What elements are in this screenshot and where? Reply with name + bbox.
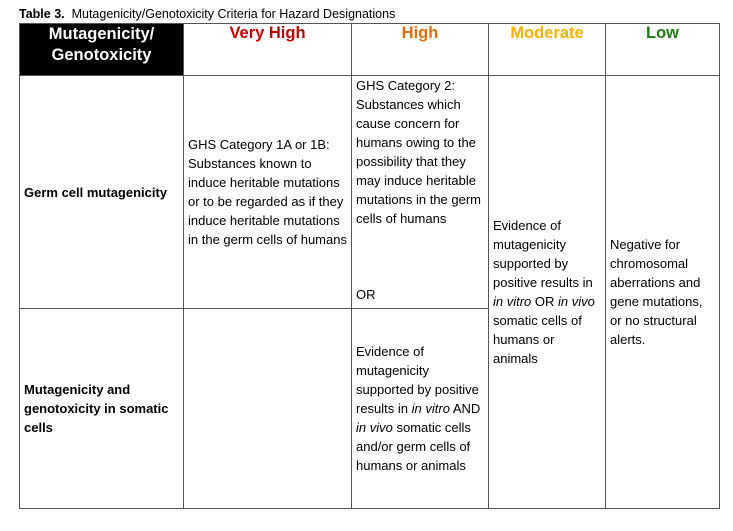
cell-high-somatic-p1: Evidence of mutagenicity supported by po… xyxy=(356,344,479,416)
cell-high-somatic-i1: in vitro xyxy=(411,401,450,416)
table-caption: Table 3. Mutagenicity/Genotoxicity Crite… xyxy=(19,6,395,22)
cell-moderate-text: Evidence of mutagenicity supported by po… xyxy=(493,216,601,368)
cell-very-high-germ-text: GHS Category 1A or 1B: Substances known … xyxy=(188,137,347,247)
cell-high-somatic: Evidence of mutagenicity supported by po… xyxy=(351,308,489,509)
cell-high-or: OR xyxy=(356,287,376,302)
cell-moderate-p2: OR xyxy=(531,294,559,309)
header-moderate: Moderate xyxy=(488,23,606,76)
cell-high-somatic-p3: somatic cells and/or germ cells of human… xyxy=(356,420,471,473)
cell-low-text: Negative for chromosomal aberrations and… xyxy=(610,237,703,347)
row-somatic: Mutagenicity and genotoxicity in somatic… xyxy=(19,308,720,509)
cell-moderate: Evidence of mutagenicity supported by po… xyxy=(488,75,606,509)
table-caption-label: Table 3. xyxy=(19,7,65,21)
header-row: Mutagenicity/ Genotoxicity Very High Hig… xyxy=(19,23,720,76)
header-high: High xyxy=(351,23,489,76)
header-corner-line2: Genotoxicity xyxy=(51,46,152,64)
cell-high-somatic-i2: in vivo xyxy=(356,420,393,435)
cell-high-germ-text: GHS Category 2: Substances which cause c… xyxy=(356,78,482,226)
row-germ-cell: Germ cell mutagenicity GHS Category 1A o… xyxy=(19,75,720,509)
cell-moderate-p3: somatic cells of humans or animals xyxy=(493,313,582,366)
criteria-table: Mutagenicity/ Genotoxicity Very High Hig… xyxy=(19,23,720,509)
cell-moderate-i1: in vitro xyxy=(493,294,532,309)
cell-moderate-i2: in vivo xyxy=(558,294,595,309)
cell-high-somatic-text: Evidence of mutagenicity supported by po… xyxy=(356,342,484,475)
cell-high-germ: GHS Category 2: Substances which cause c… xyxy=(351,75,489,309)
row-label-somatic: Mutagenicity and genotoxicity in somatic… xyxy=(19,308,184,509)
cell-very-high-somatic xyxy=(183,308,352,509)
cell-moderate-p1: Evidence of mutagenicity supported by po… xyxy=(493,218,593,290)
row-label-germ-cell: Germ cell mutagenicity xyxy=(19,75,184,309)
cell-low: Negative for chromosomal aberrations and… xyxy=(605,75,720,509)
cell-high-somatic-p2: AND xyxy=(449,401,481,416)
header-very-high: Very High xyxy=(183,23,352,76)
header-low: Low xyxy=(605,23,720,76)
table-caption-text: Mutagenicity/Genotoxicity Criteria for H… xyxy=(71,7,396,21)
cell-very-high-germ: GHS Category 1A or 1B: Substances known … xyxy=(183,75,352,309)
header-corner-line1: Mutagenicity/ xyxy=(48,25,155,43)
header-corner: Mutagenicity/ Genotoxicity xyxy=(19,23,184,76)
